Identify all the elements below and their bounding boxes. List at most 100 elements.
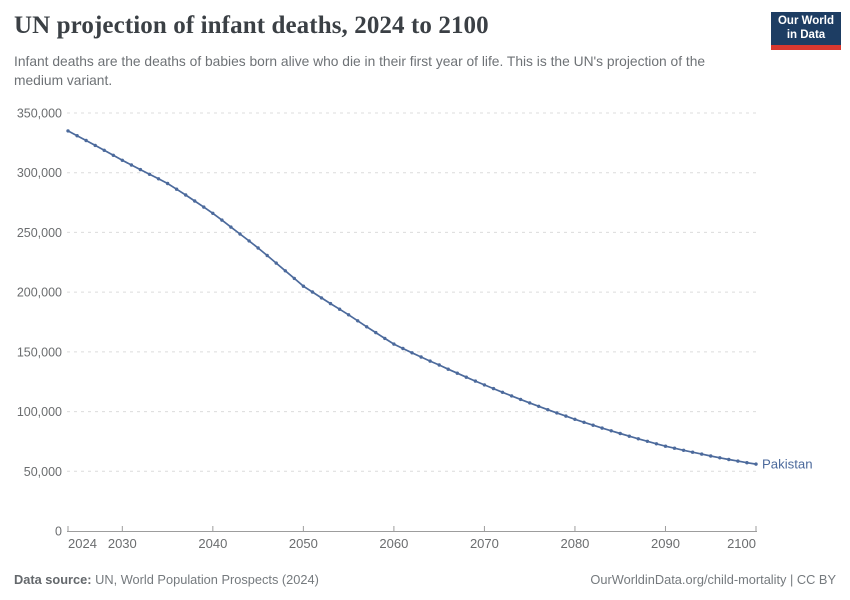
data-point-marker: [482, 383, 487, 387]
data-point-marker: [184, 193, 188, 197]
data-point-marker: [564, 414, 568, 418]
y-tick-label: 350,000: [17, 107, 62, 121]
data-point-marker: [365, 325, 369, 329]
y-tick-label: 200,000: [17, 286, 62, 300]
data-source-label: Data source:: [14, 572, 92, 587]
x-tick-label: 2024: [68, 536, 97, 551]
series-label-pakistan[interactable]: Pakistan: [762, 457, 813, 472]
data-point-marker: [500, 390, 505, 394]
data-point-marker: [147, 172, 152, 176]
pakistan-line[interactable]: [67, 130, 757, 465]
data-point-marker: [229, 225, 233, 229]
chart-footer: Data source: UN, World Population Prospe…: [14, 572, 836, 587]
data-point-marker: [220, 218, 224, 222]
owid-logo-line1: Our World: [777, 15, 834, 28]
data-point-marker: [690, 450, 695, 454]
data-point-marker: [383, 336, 387, 341]
data-point-marker: [627, 434, 631, 438]
data-point-marker: [337, 307, 342, 311]
data-point-marker: [256, 246, 260, 250]
data-source-text: UN, World Population Prospects (2024): [95, 572, 319, 587]
data-point-marker: [700, 452, 704, 456]
data-point-marker: [211, 211, 215, 215]
data-point-marker: [419, 355, 423, 359]
data-point-marker: [111, 153, 116, 157]
data-point-marker: [102, 148, 106, 152]
data-point-marker: [727, 457, 731, 462]
y-tick-label: 100,000: [17, 405, 62, 419]
data-point-marker: [301, 284, 306, 288]
data-point-marker: [238, 232, 242, 236]
data-point-marker: [193, 199, 197, 203]
page-title: UN projection of infant deaths, 2024 to …: [14, 12, 489, 39]
data-point-marker: [446, 367, 450, 371]
data-point-marker: [283, 269, 287, 273]
data-point-marker: [202, 205, 206, 209]
y-tick-label: 0: [55, 525, 62, 539]
data-point-marker: [654, 442, 659, 446]
data-point-marker: [672, 446, 677, 450]
data-point-marker: [93, 143, 97, 148]
x-tick-label: 2100: [727, 536, 756, 551]
attribution-link[interactable]: OurWorldinData.org/child-mortality | CC …: [590, 572, 836, 587]
data-source-note: Data source: UN, World Population Prospe…: [14, 572, 319, 587]
data-point-marker: [681, 448, 686, 452]
data-point-marker: [120, 158, 125, 162]
data-point-marker: [455, 371, 459, 375]
data-point-marker: [582, 420, 586, 424]
data-point-marker: [401, 346, 405, 351]
x-tick-label: 2040: [198, 536, 227, 551]
chart-subtitle: Infant deaths are the deaths of babies b…: [14, 54, 706, 89]
y-tick-label: 50,000: [24, 465, 62, 479]
data-point-marker: [600, 426, 604, 430]
data-point-marker: [346, 313, 351, 317]
data-point-marker: [138, 167, 143, 172]
data-point-marker: [84, 138, 88, 143]
data-point-marker: [537, 404, 541, 408]
data-point-marker: [247, 239, 251, 243]
data-point-marker: [754, 462, 758, 466]
data-point-marker: [292, 276, 296, 281]
data-point-marker: [410, 351, 414, 355]
data-point-marker: [310, 290, 315, 294]
owid-logo-line2: in Data: [786, 28, 826, 41]
data-point-marker: [745, 461, 749, 465]
data-point-marker: [555, 411, 559, 415]
data-point-marker: [328, 301, 333, 306]
data-point-marker: [736, 459, 740, 463]
data-point-marker: [265, 253, 269, 258]
y-tick-label: 250,000: [17, 226, 62, 240]
x-tick-label: 2090: [651, 536, 680, 551]
data-point-marker: [66, 129, 70, 133]
data-point-marker: [156, 177, 161, 181]
owid-logo: Our World in Data: [771, 12, 841, 50]
data-point-marker: [165, 181, 170, 186]
data-point-marker: [129, 163, 134, 167]
data-point-marker: [428, 359, 432, 363]
data-point-marker: [636, 437, 640, 441]
x-tick-label: 2030: [108, 536, 137, 551]
x-tick-label: 2060: [379, 536, 408, 551]
data-point-marker: [645, 439, 650, 443]
data-point-marker: [709, 454, 713, 458]
data-point-marker: [464, 375, 468, 379]
data-point-marker: [618, 431, 622, 436]
data-point-marker: [392, 342, 396, 346]
data-point-marker: [174, 187, 179, 191]
data-point-marker: [75, 134, 79, 138]
data-point-marker: [356, 319, 360, 323]
data-point-marker: [509, 394, 514, 398]
data-point-marker: [718, 456, 722, 460]
data-point-marker: [437, 363, 441, 367]
data-point-marker: [528, 401, 532, 405]
y-tick-label: 150,000: [17, 345, 62, 359]
data-point-marker: [374, 330, 378, 335]
x-tick-label: 2050: [289, 536, 318, 551]
data-point-marker: [609, 429, 613, 433]
data-point-marker: [591, 423, 595, 427]
data-point-marker: [546, 408, 550, 412]
x-tick-label: 2070: [470, 536, 499, 551]
data-point-marker: [663, 444, 668, 448]
data-point-marker: [274, 261, 278, 265]
